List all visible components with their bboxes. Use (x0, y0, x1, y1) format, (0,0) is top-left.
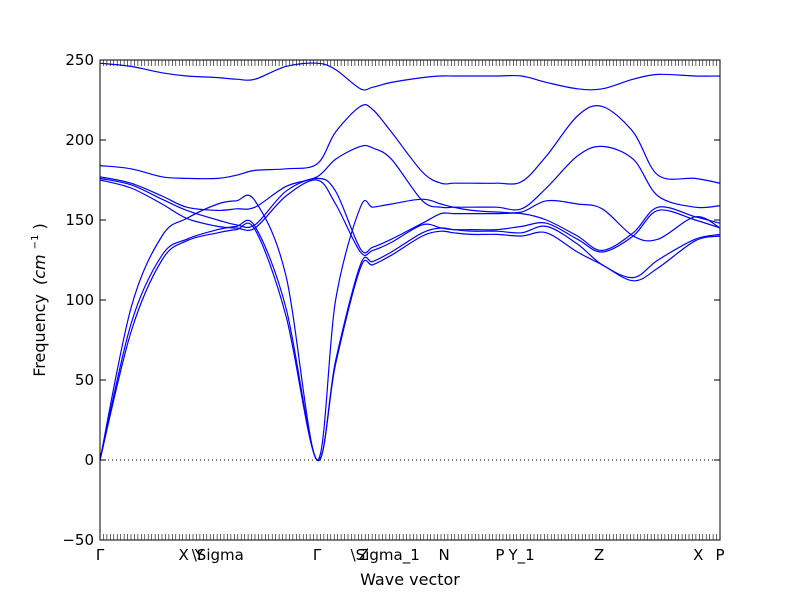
x-tick-label: Γ (96, 546, 105, 564)
y-tick-label: −50 (62, 531, 94, 549)
plot-background (100, 60, 720, 540)
y-tick-label: 250 (65, 51, 94, 69)
x-tick-label: \Sigma_1 (351, 546, 420, 565)
branch-line-3 (99, 194, 721, 461)
y-tick-label: 150 (65, 211, 94, 229)
y-axis-label-unit-exponent: −1 (30, 235, 41, 250)
branch-line-8 (99, 62, 721, 91)
y-tick-label: 100 (65, 291, 94, 309)
x-tick-label: Y_1 (507, 546, 534, 565)
branch-line-5 (99, 177, 721, 254)
plot-frame (99, 59, 721, 541)
branch-line-7 (99, 104, 721, 185)
x-tick-label: X (179, 546, 189, 564)
x-tick-label: Y (194, 546, 205, 564)
y-tick-label: 50 (75, 371, 94, 389)
x-tick-label: X (693, 546, 703, 564)
branch-line-1 (99, 222, 721, 461)
branch-line-6 (99, 144, 721, 212)
x-tick-label: Γ (313, 546, 322, 564)
y-axis-label: Frequency (cm −1 ) (23, 223, 49, 377)
x-tick-label: P (495, 546, 504, 564)
x-ticks: Γ X Y\Sigma Γ Z\Sigma_1 N P Y_1 Z X P (96, 60, 725, 565)
x-tick-label: P (715, 546, 724, 564)
x-tick-label: Z (594, 546, 604, 564)
y-ticks: −50 0 50 100 150 200 250 (62, 51, 720, 549)
x-tick-label: Z (358, 546, 368, 564)
y-axis-label-text: Frequency (30, 294, 49, 377)
branch-line-2 (99, 219, 721, 462)
y-axis-label-unit: (cm (30, 254, 49, 285)
x-axis-label: Wave vector (360, 570, 460, 589)
x-tick-label: N (438, 546, 449, 564)
x-tick-label: \Sigma (192, 546, 244, 564)
branch-line-4 (99, 179, 721, 256)
y-axis-label-unit-close: ) (30, 223, 49, 229)
y-tick-label: 200 (65, 131, 94, 149)
series-layer (99, 62, 721, 462)
y-tick-label: 0 (84, 451, 94, 469)
